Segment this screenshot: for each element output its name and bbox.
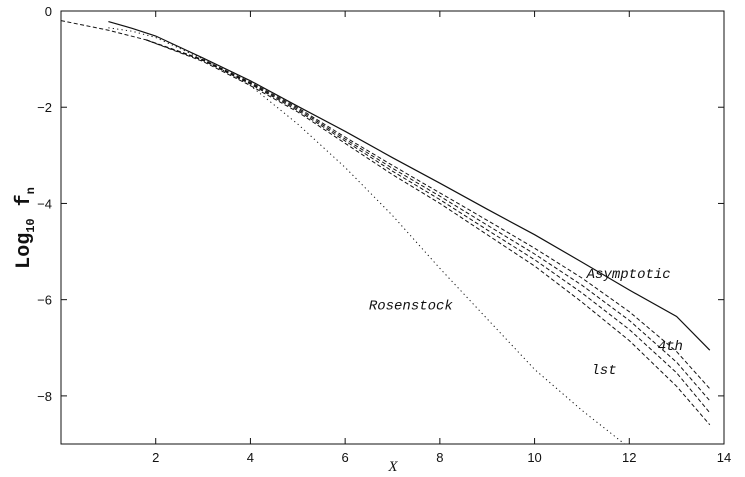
y-tick-label: −8 — [37, 389, 52, 404]
y-axis-label: Log10 fn — [13, 187, 38, 269]
series-line-order-4 — [146, 39, 711, 390]
x-tick-label: 6 — [342, 450, 349, 465]
series-line-asymptotic — [108, 21, 711, 351]
annotation-asymptotic: Asymptotic — [586, 267, 671, 283]
y-axis-label-main: Log — [13, 233, 36, 269]
y-tick-label: −4 — [37, 196, 52, 211]
ticks — [61, 10, 725, 444]
series-line-order-2 — [146, 39, 711, 414]
series-layer — [60, 20, 711, 445]
y-tick-label: 0 — [45, 4, 52, 19]
x-tick-label: 12 — [622, 450, 636, 465]
x-tick-label: 2 — [152, 450, 159, 465]
plot-frame — [60, 10, 725, 445]
y-tick-label: −6 — [37, 293, 52, 308]
annotation-layer: Asymptotic Rosenstock 4th lst — [369, 267, 683, 379]
y-tick-label: −2 — [37, 100, 52, 115]
x-tick-label: 4 — [247, 450, 254, 465]
y-axis-label-sub: 10 — [24, 218, 38, 232]
series-line-order-3 — [146, 39, 711, 402]
y-axis-label-tail: f — [13, 194, 36, 218]
x-axis-label: X — [387, 459, 398, 475]
x-tick-label: 8 — [436, 450, 443, 465]
y-axis-label-tail-sub: n — [24, 187, 38, 194]
annotation-rosenstock: Rosenstock — [369, 298, 454, 314]
annotation-4th: 4th — [658, 339, 683, 355]
tick-labels: 2 4 6 8 10 12 14 0 −2 −4 −6 −8 — [37, 4, 731, 465]
x-tick-label: 10 — [527, 450, 541, 465]
series-line-rosenstock — [108, 27, 625, 445]
annotation-1st: lst — [591, 363, 616, 379]
x-tick-label: 14 — [717, 450, 731, 465]
